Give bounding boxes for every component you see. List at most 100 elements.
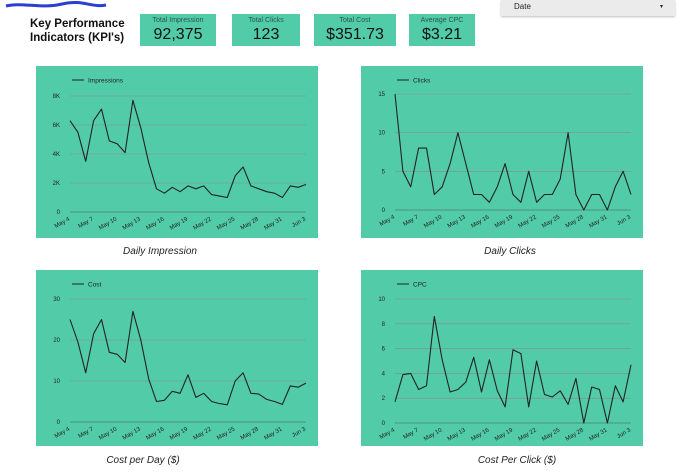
chart-cost-per-click[interactable]: CPC 0 2 4 6 8 10 May 4 May 7 May 10 May 13 May 16 Ma… xyxy=(361,270,643,446)
x-tick-label: May 25 xyxy=(216,426,237,441)
x-tick-label: Jun 3 xyxy=(291,426,307,439)
y-tick-label: 0 xyxy=(57,420,61,426)
caption-cost-per-click: Cost Per Click ($) xyxy=(477,455,557,466)
date-dropdown-label: Date xyxy=(514,2,531,11)
x-tick-label: May 19 xyxy=(169,216,190,231)
x-tick-label: May 16 xyxy=(470,427,491,442)
x-tick-label: May 25 xyxy=(541,427,562,442)
y-tick-label: 0 xyxy=(57,210,61,216)
x-tick-label: May 4 xyxy=(379,427,397,441)
y-tick-label: 5 xyxy=(382,169,386,175)
x-tick-label: May 13 xyxy=(447,214,468,229)
x-tick-label: May 19 xyxy=(494,427,515,442)
series-line xyxy=(69,310,307,406)
x-tick-label: May 31 xyxy=(588,427,609,442)
x-tick-label: May 10 xyxy=(423,214,444,229)
x-tick-label: Jun 3 xyxy=(291,216,307,229)
page-title: Key Performance Indicators (KPI's) xyxy=(30,18,125,44)
kpi-label: Average CPC xyxy=(420,17,464,24)
series-line xyxy=(394,93,632,211)
x-tick-label: May 10 xyxy=(98,216,119,231)
x-tick-label: May 16 xyxy=(145,426,166,441)
x-tick-label: May 31 xyxy=(588,214,609,229)
x-tick-label: May 25 xyxy=(541,214,562,229)
x-tick-label: May 28 xyxy=(565,427,586,442)
legend-label: CPC xyxy=(413,282,427,289)
y-tick-label: 4K xyxy=(53,152,60,158)
x-tick-label: May 7 xyxy=(77,216,95,230)
y-tick-label: 10 xyxy=(53,379,60,385)
x-tick-label: May 4 xyxy=(54,426,72,440)
y-tick-label: 2 xyxy=(382,396,386,402)
kpi-value: $351.73 xyxy=(326,26,384,43)
y-tick-label: 20 xyxy=(53,338,60,344)
redaction-scribble xyxy=(5,0,107,8)
series-line xyxy=(394,315,632,424)
chart-cost-per-day[interactable]: Cost 0 10 20 30 May 4 May 7 May 10 May 13 May 16 M… xyxy=(36,270,318,446)
y-tick-label: 8 xyxy=(382,322,386,328)
x-tick-label: Jun 3 xyxy=(616,214,632,227)
chart-daily-impression[interactable]: Impressions 0 2K 4K 6K 8K May 4 May 7 May 10 May … xyxy=(36,66,318,238)
y-tick-label: 4 xyxy=(382,371,386,377)
x-tick-label: May 4 xyxy=(54,216,72,230)
x-tick-label: Jun 3 xyxy=(616,427,632,440)
caption-daily-impression: Daily Impression xyxy=(123,246,197,257)
legend-label: Clicks xyxy=(413,78,431,85)
kpi-total-clicks: Total Clicks 123 xyxy=(232,14,300,46)
series-line xyxy=(69,99,307,199)
x-tick-label: May 19 xyxy=(494,214,515,229)
kpi-average-cpc: Average CPC $3.21 xyxy=(409,14,475,46)
x-tick-label: May 7 xyxy=(402,427,420,441)
y-tick-label: 0 xyxy=(382,208,386,214)
x-tick-label: May 16 xyxy=(145,216,166,231)
kpi-label: Total Impression xyxy=(152,17,204,24)
x-tick-label: May 16 xyxy=(470,214,491,229)
x-tick-label: May 28 xyxy=(565,214,586,229)
x-tick-label: May 28 xyxy=(240,426,261,441)
chart-daily-clicks[interactable]: Clicks 0 5 10 15 May 4 May 7 May 10 May 13 May 16… xyxy=(361,66,643,238)
x-tick-label: May 22 xyxy=(518,214,539,229)
y-tick-label: 15 xyxy=(378,92,385,98)
y-tick-label: 2K xyxy=(53,181,60,187)
x-tick-label: May 25 xyxy=(216,216,237,231)
x-tick-label: May 31 xyxy=(263,216,284,231)
x-tick-label: May 13 xyxy=(122,216,143,231)
y-tick-label: 10 xyxy=(378,131,385,137)
kpi-value: 92,375 xyxy=(153,26,203,43)
x-tick-label: May 22 xyxy=(518,427,539,442)
kpi-value: $3.21 xyxy=(421,26,463,43)
x-tick-label: May 13 xyxy=(122,426,143,441)
x-tick-label: May 28 xyxy=(240,216,261,231)
kpi-label: Total Cost xyxy=(339,17,371,24)
date-range-dropdown[interactable]: Date ▾ xyxy=(501,0,675,16)
x-tick-label: May 13 xyxy=(447,427,468,442)
caption-cost-per-day: Cost per Day ($) xyxy=(106,455,180,466)
chevron-down-icon[interactable]: ▾ xyxy=(659,4,663,10)
x-tick-label: May 31 xyxy=(263,426,284,441)
chart-svg: Clicks 0 5 10 15 May 4 May 7 May 10 May 13 May 16… xyxy=(378,78,632,230)
x-tick-label: May 7 xyxy=(77,426,95,440)
y-tick-label: 10 xyxy=(378,297,385,303)
y-tick-label: 6K xyxy=(53,123,60,129)
x-tick-label: May 7 xyxy=(402,214,420,228)
caption-daily-clicks: Daily Clicks xyxy=(484,246,536,257)
y-tick-label: 6 xyxy=(382,347,386,353)
y-tick-label: 0 xyxy=(382,421,386,427)
y-tick-label: 30 xyxy=(53,297,60,303)
kpi-label: Total Clicks xyxy=(248,17,284,24)
x-tick-label: May 10 xyxy=(98,426,119,441)
y-tick-label: 8K xyxy=(53,94,60,100)
kpi-value: 123 xyxy=(252,26,280,43)
x-tick-label: May 4 xyxy=(379,214,397,228)
kpi-total-impression: Total Impression 92,375 xyxy=(140,14,216,46)
kpi-total-cost: Total Cost $351.73 xyxy=(314,14,396,46)
legend-label: Impressions xyxy=(88,78,124,85)
x-tick-label: May 22 xyxy=(193,426,214,441)
x-tick-label: May 22 xyxy=(193,216,214,231)
legend-label: Cost xyxy=(88,282,102,289)
x-tick-label: May 19 xyxy=(169,426,190,441)
x-tick-label: May 10 xyxy=(423,427,444,442)
